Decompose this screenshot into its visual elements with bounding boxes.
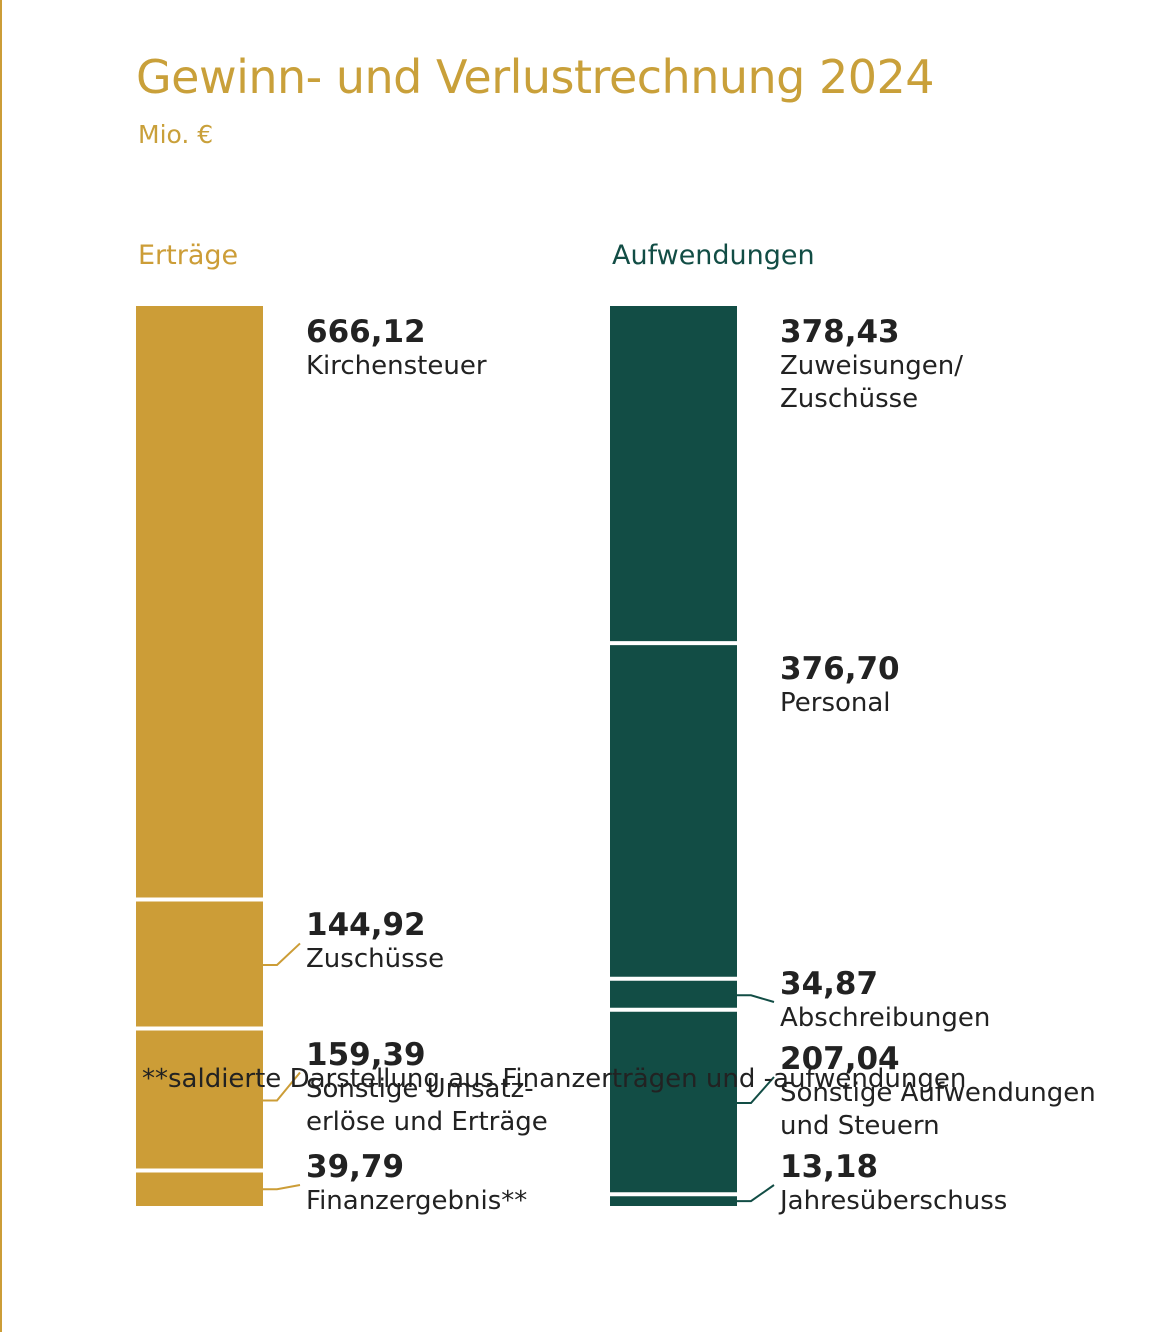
- value-label: 159,39: [306, 1036, 426, 1073]
- bar-segment: [136, 899, 263, 1029]
- bar-segment: [136, 306, 263, 900]
- column-heading: Aufwendungen: [612, 240, 815, 271]
- bar-segment: [610, 306, 737, 644]
- category-label: Sonstige Aufwendungen und Steuern: [780, 1078, 1096, 1141]
- footnote: **saldierte Darstellung aus Finanzerträg…: [142, 1064, 967, 1094]
- leader-line: [737, 1184, 775, 1203]
- bar-segment: [610, 1009, 737, 1195]
- value-label: 13,18: [780, 1149, 879, 1185]
- category-label: Finanzergebnis**: [306, 1186, 528, 1216]
- value-label: 207,04: [780, 1041, 900, 1077]
- value-label: 376,70: [780, 651, 900, 688]
- bar-segment: [610, 643, 737, 979]
- leader-line: [737, 1076, 775, 1105]
- value-label: 39,79: [306, 1149, 405, 1185]
- leader-line: [263, 1071, 301, 1102]
- category-label: Jahresüberschuss: [780, 1186, 1008, 1216]
- category-label: Zuweisungen/ Zuschüsse: [780, 351, 964, 414]
- value-label: 378,43: [780, 314, 900, 350]
- category-label: Sonstige Umsatz- erlöse und Erträge: [306, 1073, 548, 1137]
- leader-line: [263, 942, 301, 966]
- bar-segment: [610, 1194, 737, 1206]
- category-label: Kirchensteuer: [306, 351, 487, 381]
- leader-line: [263, 1184, 301, 1191]
- leader-line: [737, 994, 775, 1003]
- bar-segment: [136, 1170, 263, 1206]
- category-label: Zuschüsse: [306, 944, 445, 975]
- bar-segment: [136, 1028, 263, 1171]
- column-heading: Erträge: [138, 240, 239, 271]
- chart-subtitle: Mio. €: [138, 120, 214, 149]
- value-label: 666,12: [306, 314, 426, 350]
- bar-segment: [610, 978, 737, 1010]
- chart-title: Gewinn- und Verlustrechnung 2024: [136, 50, 935, 104]
- value-label: 144,92: [306, 907, 426, 944]
- category-label: Abschreibungen: [780, 1003, 991, 1033]
- category-label: Personal: [780, 688, 891, 719]
- value-label: 34,87: [780, 966, 879, 1002]
